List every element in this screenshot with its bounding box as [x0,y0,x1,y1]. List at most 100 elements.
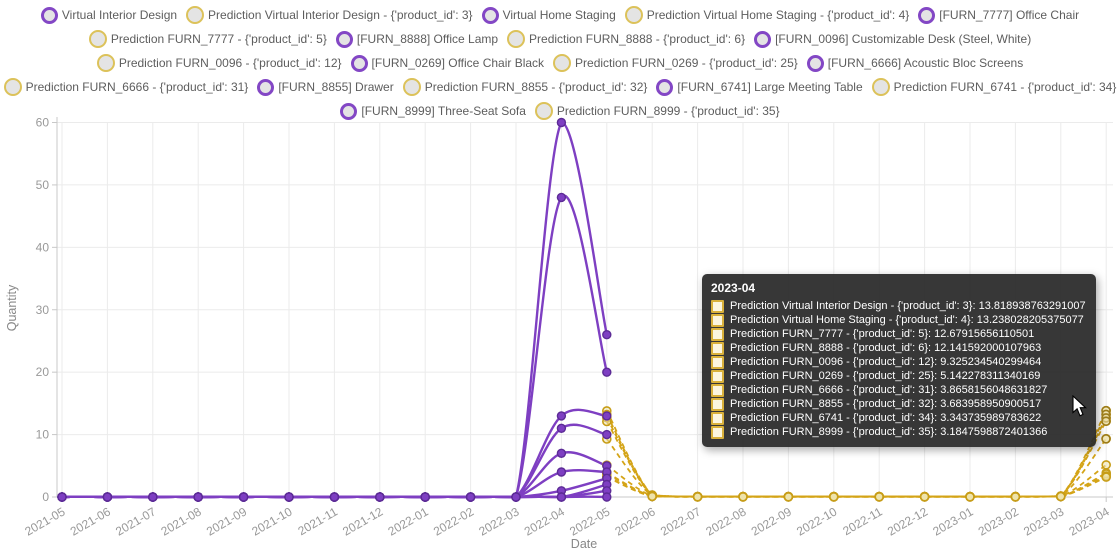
actual-point[interactable] [193,492,203,502]
legend-item[interactable]: [FURN_6741] Large Meeting Table [656,78,863,96]
prediction-point[interactable] [647,491,658,502]
legend-item[interactable]: [FURN_0096] Customizable Desk (Steel, Wh… [754,30,1031,48]
prediction-series-marker-icon [402,78,421,96]
svg-text:2021-05: 2021-05 [22,504,67,538]
legend-item-label: Prediction Virtual Interior Design - {'p… [208,8,473,22]
actual-point[interactable] [556,423,567,433]
actual-point[interactable] [556,492,567,502]
prediction-line [606,476,1107,498]
actual-point[interactable] [556,467,567,477]
prediction-point[interactable] [874,491,885,502]
prediction-series-marker-icon [534,102,553,120]
actual-point[interactable] [556,192,567,203]
actual-point[interactable] [602,330,612,340]
svg-text:2022-08: 2022-08 [703,504,748,538]
svg-text:2021-07: 2021-07 [113,504,158,538]
actual-point[interactable] [102,492,113,502]
x-tick-labels: 2021-05 2021-06 2021-07 2021-08 2021-09 2021-… [22,504,1112,538]
legend-item[interactable]: Prediction Virtual Home Staging - {'prod… [624,6,909,24]
legend-item[interactable]: Prediction FURN_6666 - {'product_id': 31… [3,78,248,96]
legend-item-label: [FURN_6741] Large Meeting Table [677,80,863,94]
actual-series-marker-icon [918,6,936,24]
tooltip-swatch-icon [711,397,724,411]
actual-point[interactable] [329,492,340,502]
actual-point[interactable] [556,448,567,458]
prediction-point[interactable] [1101,460,1111,470]
legend-item[interactable]: Prediction FURN_7777 - {'product_id': 5} [88,30,327,48]
legend-item[interactable]: [FURN_6666] Acoustic Bloc Screens [806,54,1024,72]
legend-item[interactable]: Prediction FURN_8999 - {'product_id': 35… [534,102,780,120]
actual-point[interactable] [556,411,567,421]
tooltip-row: Prediction FURN_6741 - {'product_id': 34… [711,411,1086,425]
prediction-point[interactable] [738,491,748,502]
prediction-point[interactable] [783,491,794,502]
svg-text:2021-06: 2021-06 [68,504,113,538]
actual-point[interactable] [57,492,67,502]
legend-item[interactable]: [FURN_0269] Office Chair Black [350,54,544,72]
prediction-point[interactable] [692,491,703,502]
svg-text:2022-10: 2022-10 [794,504,839,538]
prediction-point[interactable] [1101,433,1111,444]
tooltip-row-text: Prediction Virtual Interior Design - {'p… [730,300,1086,312]
tooltip-row-text: Prediction FURN_0269 - {'product_id': 25… [730,370,1041,382]
legend-item[interactable]: Prediction FURN_8888 - {'product_id': 6} [507,30,745,48]
svg-text:2022-05: 2022-05 [567,504,612,538]
prediction-series-marker-icon [624,6,643,24]
prediction-point[interactable] [965,491,975,502]
prediction-point[interactable] [1056,491,1066,502]
tooltip-swatch-icon [711,411,724,425]
legend-item[interactable]: Prediction FURN_0096 - {'product_id': 12… [96,54,342,72]
legend-item[interactable]: Prediction FURN_0269 - {'product_id': 25… [553,54,798,72]
actual-point[interactable] [420,492,430,502]
actual-series-marker-icon [754,30,772,48]
legend-item[interactable]: Prediction Virtual Interior Design - {'p… [186,6,473,24]
svg-text:2021-11: 2021-11 [296,504,341,538]
legend-item[interactable]: Virtual Interior Design [40,6,177,24]
actual-point[interactable] [375,492,385,502]
actual-point[interactable] [465,492,476,502]
actual-series-marker-icon [481,6,499,24]
prediction-point[interactable] [1010,491,1021,502]
legend-item-label: Prediction FURN_7777 - {'product_id': 5} [110,32,327,46]
legend-item[interactable]: Virtual Home Staging [481,6,616,24]
legend-item-label: Prediction FURN_8888 - {'product_id': 6} [529,32,746,46]
legend-item[interactable]: [FURN_7777] Office Chair [918,6,1079,24]
actual-point[interactable] [238,492,249,502]
prediction-line [606,473,1107,498]
actual-point[interactable] [602,492,612,502]
prediction-point[interactable] [919,491,930,502]
prediction-point[interactable] [828,491,839,502]
svg-text:10: 10 [36,428,50,442]
actual-series-marker-icon [257,78,275,96]
legend-item-label: [FURN_6666] Acoustic Bloc Screens [827,56,1024,70]
actual-series-marker-icon [340,102,358,120]
actual-point[interactable] [284,492,294,502]
legend-item[interactable]: [FURN_8999] Three-Seat Sofa [340,102,526,120]
prediction-point[interactable] [1101,416,1111,427]
tooltip-row: Prediction Virtual Home Staging - {'prod… [711,313,1086,327]
legend-item[interactable]: [FURN_8855] Drawer [257,78,394,96]
prediction-point[interactable] [1101,472,1111,482]
tooltip-row: Prediction FURN_8888 - {'product_id': 6}… [711,341,1086,355]
svg-text:2022-04: 2022-04 [522,504,567,538]
svg-text:2023-03: 2023-03 [1021,504,1066,538]
svg-text:20: 20 [36,365,50,379]
legend-item[interactable]: Prediction FURN_8855 - {'product_id': 32… [402,78,647,96]
legend-item[interactable]: Prediction FURN_6741 - {'product_id': 34… [871,78,1116,96]
tooltip-row-text: Prediction FURN_0096 - {'product_id': 12… [730,356,1042,368]
actual-point[interactable] [602,367,612,377]
prediction-line [606,464,1107,498]
actual-point[interactable] [602,411,612,421]
tooltip-swatch-icon [711,299,724,313]
prediction-line [606,438,1107,498]
svg-text:2023-02: 2023-02 [976,504,1021,538]
actual-point[interactable] [556,117,567,128]
actual-point[interactable] [602,429,612,440]
actual-series-marker-icon [350,54,368,72]
tooltip-row: Prediction Virtual Interior Design - {'p… [711,299,1086,313]
actual-point[interactable] [511,492,521,502]
legend-item[interactable]: [FURN_8888] Office Lamp [335,30,498,48]
tooltip-row: Prediction FURN_8999 - {'product_id': 35… [711,425,1086,439]
tooltip-swatch-icon [711,383,724,397]
actual-point[interactable] [148,492,158,502]
